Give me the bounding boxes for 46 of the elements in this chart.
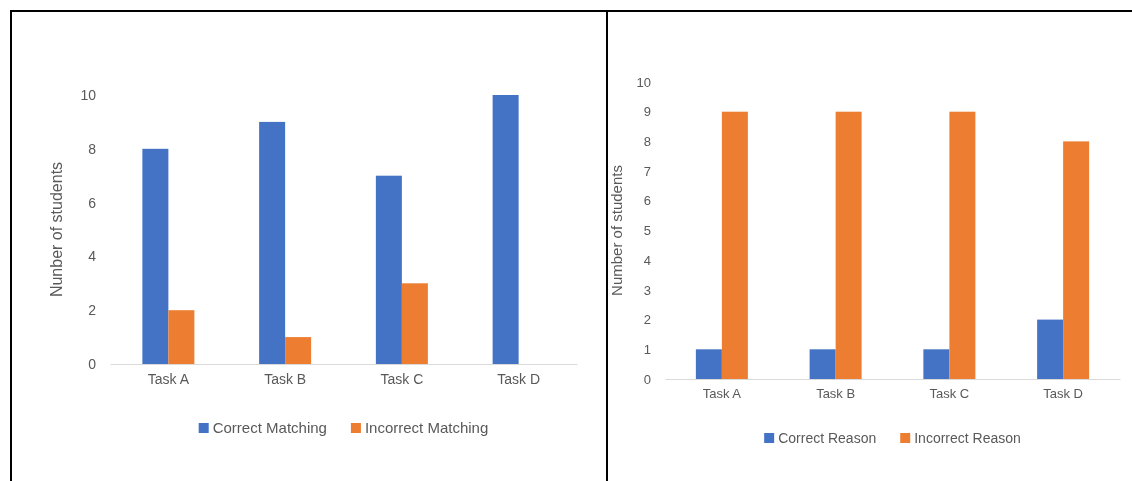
y-tick-label: 2	[88, 302, 97, 319]
bar	[492, 95, 519, 364]
x-tick-label: Task A	[147, 370, 190, 387]
bar	[949, 111, 976, 379]
bar	[168, 310, 195, 364]
y-axis-title: Number of students	[608, 165, 625, 296]
bar	[721, 111, 748, 379]
x-tick-label: Task B	[816, 386, 856, 402]
bar	[259, 121, 286, 364]
bar	[1063, 141, 1090, 379]
legend-label: Correct Matching	[212, 419, 327, 437]
bar	[401, 283, 428, 364]
x-tick-label: Task A	[702, 386, 742, 402]
y-tick-label: 5	[643, 223, 651, 239]
y-tick-label: 3	[643, 282, 651, 298]
y-axis-title: Nunber of students	[48, 161, 65, 298]
y-tick-label: 2	[643, 312, 651, 328]
legend-label: Correct Reason	[778, 429, 877, 446]
x-tick-label: Task D	[1043, 386, 1083, 402]
y-tick-label: 8	[88, 140, 97, 157]
bar	[142, 148, 169, 364]
y-tick-label: 10	[80, 86, 97, 103]
y-tick-label: 7	[643, 163, 651, 179]
bar	[1037, 319, 1064, 379]
y-tick-label: 8	[643, 134, 651, 150]
y-tick-label: 0	[88, 355, 97, 372]
bar	[835, 111, 862, 379]
y-tick-label: 1	[643, 341, 651, 357]
y-tick-label: 9	[643, 104, 651, 120]
bar	[695, 349, 722, 379]
bar	[285, 337, 312, 364]
y-tick-label: 4	[88, 248, 97, 265]
legend-label: Incorrect Reason	[914, 429, 1021, 446]
y-tick-label: 0	[643, 371, 651, 387]
bar	[809, 349, 836, 379]
y-tick-label: 6	[88, 194, 97, 211]
bar	[923, 349, 950, 379]
y-tick-label: 6	[643, 193, 651, 209]
bar	[375, 175, 402, 364]
x-tick-label: Task B	[264, 370, 307, 387]
y-tick-label: 4	[643, 252, 651, 268]
x-tick-label: Task C	[380, 370, 424, 387]
x-tick-label: Task D	[497, 370, 541, 387]
legend-label: Incorrect Matching	[364, 419, 489, 437]
x-tick-label: Task C	[929, 386, 970, 402]
y-tick-label: 10	[636, 74, 651, 90]
